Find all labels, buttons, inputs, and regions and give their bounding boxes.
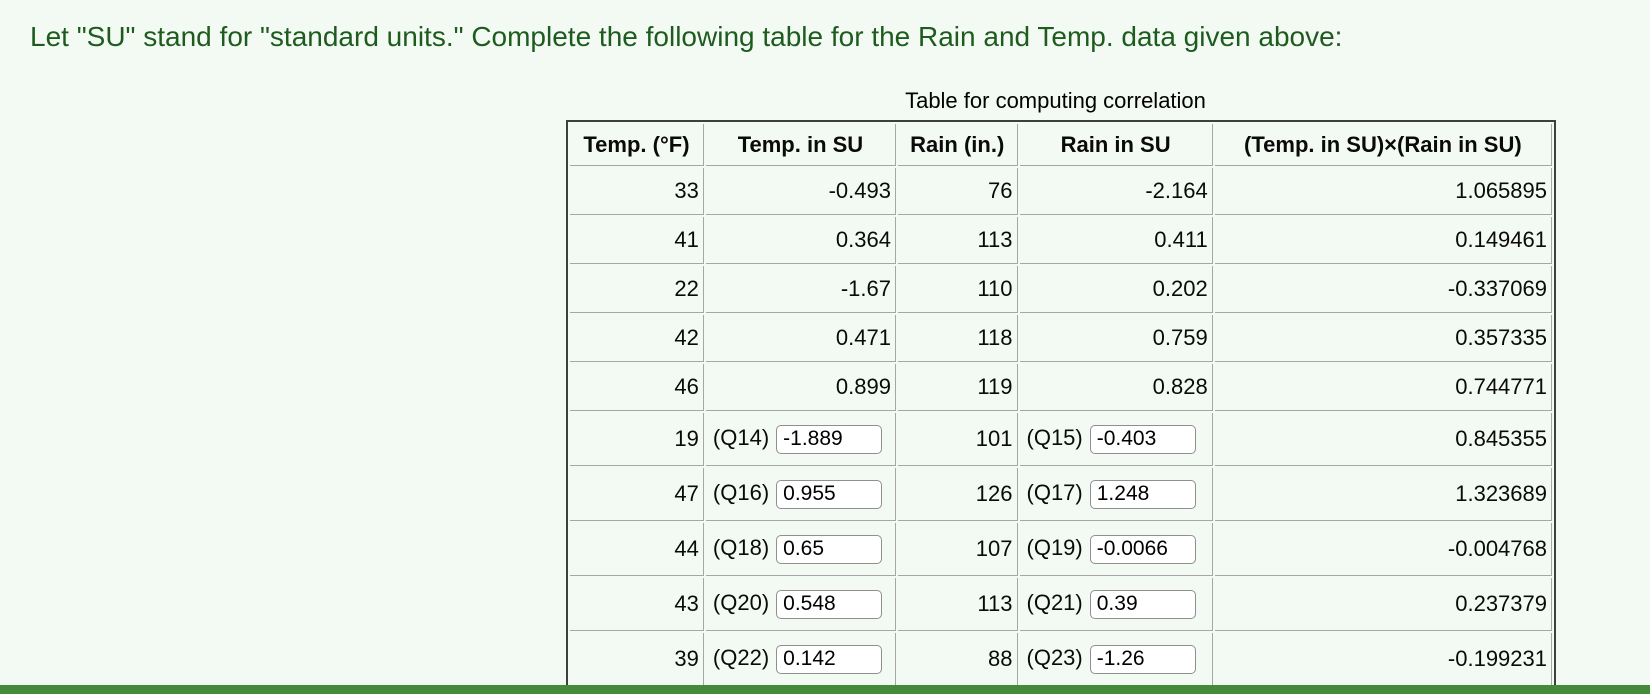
value-cell: 0.149461 (1214, 217, 1552, 264)
table-row: 43 (Q20) 113 (Q21) 0.237379 (570, 578, 1552, 631)
value-cell: -2.164 (1019, 168, 1213, 215)
value-cell: 113 (897, 217, 1018, 264)
value-cell: 0.202 (1019, 266, 1213, 313)
bottom-accent-bar (0, 685, 1650, 694)
value-cell: 19 (570, 413, 704, 466)
q23-input[interactable] (1089, 644, 1196, 674)
value-cell: 44 (570, 523, 704, 576)
table-row: 44 (Q18) 107 (Q19) -0.004768 (570, 523, 1552, 576)
value-cell: 0.471 (705, 315, 896, 362)
question-label: (Q18) (712, 534, 770, 560)
q20-input[interactable] (776, 589, 883, 619)
question-label: (Q21) (1026, 589, 1083, 615)
value-cell: -0.337069 (1214, 266, 1552, 313)
question-prompt: Let "SU" stand for "standard units." Com… (30, 21, 1343, 52)
q15-input[interactable] (1089, 424, 1196, 454)
column-header: Rain (in.) (897, 124, 1018, 166)
value-cell: 0.237379 (1214, 578, 1552, 631)
table-row: 42 0.471 118 0.759 0.357335 (570, 315, 1552, 362)
table-body: 33 -0.493 76 -2.164 1.065895 41 0.364 113 0.411 0… (570, 168, 1552, 686)
header-row: Temp. (°F) Temp. in SU Rain (in.) Rain in S… (570, 124, 1552, 166)
value-cell: 22 (570, 266, 704, 313)
value-cell: 0.845355 (1214, 413, 1552, 466)
table-row: 41 0.364 113 0.411 0.149461 (570, 217, 1552, 264)
table-row: 46 0.899 119 0.828 0.744771 (570, 364, 1552, 411)
table-caption: Table for computing correlation (905, 88, 1206, 113)
q19-input[interactable] (1089, 534, 1196, 564)
answer-cell: (Q18) (705, 523, 896, 576)
question-label: (Q15) (1026, 424, 1083, 450)
value-cell: 47 (570, 468, 704, 521)
value-cell: -0.004768 (1214, 523, 1552, 576)
value-cell: 39 (570, 633, 704, 686)
value-cell: 126 (897, 468, 1018, 521)
table-row: 19 (Q14) 101 (Q15) 0.845355 (570, 413, 1552, 466)
value-cell: -0.493 (705, 168, 896, 215)
answer-cell: (Q17) (1019, 468, 1213, 521)
answer-cell: (Q19) (1019, 523, 1213, 576)
question-label: (Q20) (712, 589, 770, 615)
value-cell: 76 (897, 168, 1018, 215)
value-cell: -1.67 (705, 266, 896, 313)
question-label: (Q16) (712, 479, 770, 505)
q14-input[interactable] (776, 424, 883, 454)
value-cell: 1.065895 (1214, 168, 1552, 215)
value-cell: 0.744771 (1214, 364, 1552, 411)
value-cell: 0.364 (705, 217, 896, 264)
value-cell: 107 (897, 523, 1018, 576)
value-cell: 110 (897, 266, 1018, 313)
value-cell: 41 (570, 217, 704, 264)
answer-cell: (Q22) (705, 633, 896, 686)
correlation-table-section: Table for computing correlation Temp. (°… (566, 88, 1556, 690)
column-header: Temp. in SU (705, 124, 896, 166)
question-label: (Q17) (1026, 479, 1083, 505)
table-row: 39 (Q22) 88 (Q23) -0.199231 (570, 633, 1552, 686)
answer-cell: (Q20) (705, 578, 896, 631)
question-label: (Q23) (1026, 644, 1083, 670)
value-cell: 118 (897, 315, 1018, 362)
answer-cell: (Q16) (705, 468, 896, 521)
table-row: 22 -1.67 110 0.202 -0.337069 (570, 266, 1552, 313)
value-cell: 1.323689 (1214, 468, 1552, 521)
answer-cell: (Q14) (705, 413, 896, 466)
column-header: Rain in SU (1019, 124, 1213, 166)
q18-input[interactable] (776, 534, 883, 564)
column-header: Temp. (°F) (570, 124, 704, 166)
value-cell: 46 (570, 364, 704, 411)
q17-input[interactable] (1089, 479, 1196, 509)
question-label: (Q19) (1026, 534, 1083, 560)
correlation-table: Temp. (°F) Temp. in SU Rain (in.) Rain in S… (566, 120, 1556, 690)
value-cell: 0.828 (1019, 364, 1213, 411)
answer-cell: (Q15) (1019, 413, 1213, 466)
value-cell: -0.199231 (1214, 633, 1552, 686)
answer-cell: (Q21) (1019, 578, 1213, 631)
q22-input[interactable] (776, 644, 883, 674)
value-cell: 43 (570, 578, 704, 631)
table-row: 47 (Q16) 126 (Q17) 1.323689 (570, 468, 1552, 521)
q16-input[interactable] (776, 479, 883, 509)
value-cell: 0.411 (1019, 217, 1213, 264)
value-cell: 0.759 (1019, 315, 1213, 362)
value-cell: 0.357335 (1214, 315, 1552, 362)
table-row: 33 -0.493 76 -2.164 1.065895 (570, 168, 1552, 215)
value-cell: 119 (897, 364, 1018, 411)
value-cell: 33 (570, 168, 704, 215)
question-label: (Q22) (712, 644, 770, 670)
question-label: (Q14) (712, 424, 770, 450)
value-cell: 88 (897, 633, 1018, 686)
answer-cell: (Q23) (1019, 633, 1213, 686)
value-cell: 113 (897, 578, 1018, 631)
value-cell: 42 (570, 315, 704, 362)
column-header: (Temp. in SU)×(Rain in SU) (1214, 124, 1552, 166)
value-cell: 0.899 (705, 364, 896, 411)
value-cell: 101 (897, 413, 1018, 466)
q21-input[interactable] (1089, 589, 1196, 619)
